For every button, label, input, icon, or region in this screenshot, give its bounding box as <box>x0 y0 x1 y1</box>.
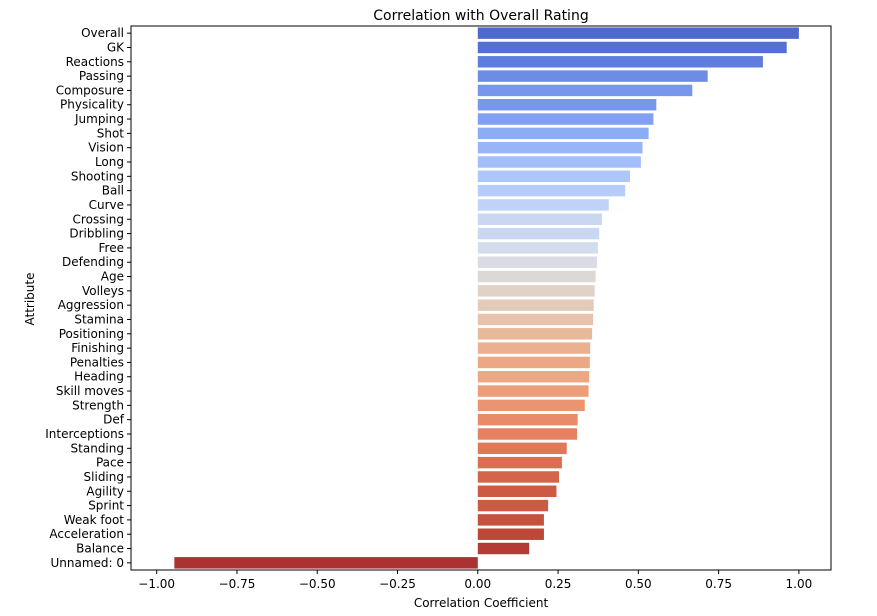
bar <box>477 84 693 97</box>
bar <box>477 385 589 397</box>
bar <box>174 557 478 569</box>
bar <box>477 442 567 455</box>
y-tick-label: GK <box>107 40 125 54</box>
bar <box>477 299 594 311</box>
y-axis-label: Attribute <box>23 273 37 326</box>
y-tick-label: Def <box>103 413 125 427</box>
bar <box>477 99 657 111</box>
x-tick-label: 0.00 <box>464 577 491 591</box>
x-tick-label: −1.00 <box>138 577 175 591</box>
bar <box>477 485 557 497</box>
y-tick-label: Ball <box>102 184 124 198</box>
y-tick-label: Standing <box>71 441 124 455</box>
bar <box>477 141 643 154</box>
y-tick-label: Pace <box>96 456 124 470</box>
x-tick-label: 1.00 <box>786 577 813 591</box>
y-tick-label: Positioning <box>59 327 124 341</box>
y-tick-label: Agility <box>86 484 124 498</box>
y-tick-label: Free <box>99 241 124 255</box>
y-tick-label: Volleys <box>82 284 124 298</box>
bar <box>477 342 591 354</box>
bar <box>477 127 649 140</box>
bar <box>477 313 594 326</box>
y-tick-label: Physicality <box>60 98 124 112</box>
bar <box>477 371 590 383</box>
y-tick-label: Shooting <box>71 169 124 183</box>
x-tick-label: 0.75 <box>705 577 732 591</box>
y-tick-label: Weak foot <box>64 513 125 527</box>
chart-title: Correlation with Overall Rating <box>373 8 588 24</box>
bar <box>477 41 787 54</box>
y-tick-label: Long <box>95 155 124 169</box>
x-tick-label: −0.25 <box>379 577 416 591</box>
y-tick-label: Sprint <box>88 499 124 513</box>
bar <box>477 399 585 412</box>
y-tick-label: Crossing <box>73 212 124 226</box>
bar <box>477 56 763 68</box>
bar <box>477 199 609 211</box>
bar <box>477 542 530 555</box>
y-tick-label: Passing <box>79 69 124 83</box>
bar <box>477 514 544 526</box>
y-tick-labels: OverallGKReactionsPassingComposurePhysic… <box>45 26 131 570</box>
y-tick-label: Defending <box>62 255 124 269</box>
bar <box>477 184 626 197</box>
y-tick-label: Dribbling <box>69 227 124 241</box>
y-tick-label: Unnamed: 0 <box>50 556 124 570</box>
bar <box>477 270 596 283</box>
bar <box>477 328 593 340</box>
y-tick-label: Skill moves <box>56 384 124 398</box>
bar <box>477 456 562 469</box>
y-tick-label: Overall <box>81 26 124 40</box>
bar <box>477 70 708 82</box>
bar <box>477 113 654 125</box>
bar <box>477 356 590 369</box>
bar <box>477 213 603 225</box>
y-tick-label: Interceptions <box>45 427 124 441</box>
y-tick-label: Aggression <box>58 298 124 312</box>
x-tick-label: 0.50 <box>625 577 652 591</box>
y-tick-label: Balance <box>76 542 124 556</box>
bar <box>477 428 578 440</box>
plot-frame <box>130 25 832 571</box>
y-tick-label: Age <box>101 270 124 284</box>
y-tick-label: Finishing <box>71 341 124 355</box>
y-tick-label: Strength <box>72 398 124 412</box>
x-tick-label: 0.25 <box>545 577 572 591</box>
y-tick-label: Composure <box>56 83 124 97</box>
bar <box>477 499 549 512</box>
y-tick-label: Stamina <box>74 312 124 326</box>
bar <box>477 256 597 268</box>
bar <box>477 27 799 39</box>
y-tick-label: Sliding <box>84 470 124 484</box>
y-tick-label: Curve <box>89 198 124 212</box>
bar <box>477 156 641 168</box>
y-tick-label: Vision <box>88 141 124 155</box>
bar <box>477 227 600 240</box>
bars-group <box>174 27 799 569</box>
bar <box>477 285 595 297</box>
bar <box>477 471 560 483</box>
x-axis-label: Correlation Coefficient <box>414 596 549 610</box>
x-tick-label: −0.75 <box>219 577 256 591</box>
y-tick-label: Acceleration <box>49 527 124 541</box>
x-tick-label: −0.50 <box>299 577 336 591</box>
y-tick-label: Reactions <box>66 55 124 69</box>
y-tick-label: Penalties <box>70 355 124 369</box>
bar <box>477 242 598 254</box>
bar <box>477 170 630 183</box>
x-ticks: −1.00 −0.75 −0.50 −0.25 0.00 0.25 0.50 0.75 1.00 <box>138 570 812 591</box>
y-tick-label: Heading <box>74 370 124 384</box>
bar <box>477 528 544 540</box>
bar <box>477 413 578 426</box>
y-tick-label: Jumping <box>74 112 124 126</box>
y-tick-label: Shot <box>97 126 125 140</box>
